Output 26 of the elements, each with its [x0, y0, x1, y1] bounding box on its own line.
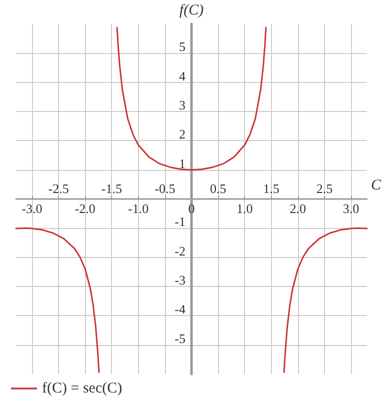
y-tick-label: -4: [174, 302, 186, 317]
y-tick-label: -2: [174, 243, 186, 258]
x-axis-title: C: [370, 178, 382, 194]
x-tick-label: -2.0: [74, 201, 96, 216]
y-tick-label: -1: [174, 214, 186, 230]
y-tick-label: 4: [179, 68, 186, 84]
x2-tick-label: -0.5: [154, 181, 176, 196]
x2-tick-label: -2.5: [48, 181, 69, 196]
x2-tick-label: 2.5: [316, 181, 333, 196]
y-tick-label: 5: [179, 39, 186, 54]
x2-tick-label: 0.5: [210, 181, 226, 196]
y-tick-label: 3: [179, 98, 186, 112]
legend-label: f(C) = sec(C): [42, 380, 122, 396]
x2-tick-label: 1.5: [263, 181, 280, 196]
x-tick-label: -1.0: [128, 201, 149, 216]
y-tick-label: 2: [179, 126, 186, 142]
y-tick-label: -5: [174, 330, 186, 346]
x-tick-label: -3.0: [22, 201, 42, 216]
x-tick-label: 2.0: [290, 201, 306, 216]
y-tick-label: 1: [179, 156, 186, 171]
x-tick-label: 0: [188, 201, 195, 216]
y-axis-title: f(C): [179, 2, 204, 18]
x-tick-label: 1.0: [236, 201, 253, 216]
y-tick-label: -3: [174, 272, 186, 288]
x-tick-label: 3.0: [342, 201, 360, 216]
x2-tick-label: -1.5: [101, 181, 122, 196]
